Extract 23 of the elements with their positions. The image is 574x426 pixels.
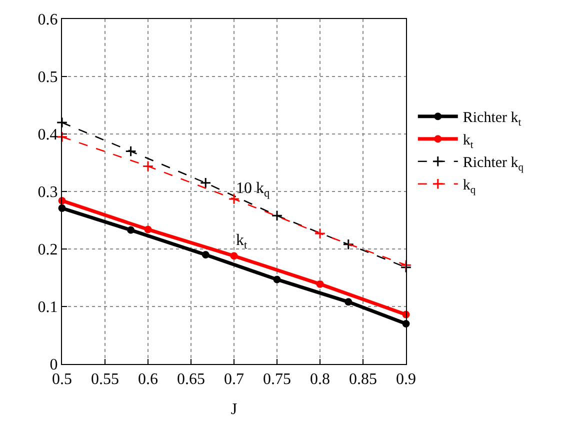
- x-tick-label: 0.75: [263, 371, 291, 388]
- y-tick-label: 0.4: [38, 126, 58, 144]
- y-tick-label: 0: [50, 356, 58, 374]
- legend-label: k$_{t}$: [462, 132, 474, 151]
- legend-label: Richter k$_{q}$: [462, 155, 524, 174]
- x-tick-label: 0.55: [91, 371, 119, 388]
- legend-label: Richter k$_{t}$: [462, 110, 522, 128]
- x-tick-label: 0.85: [349, 371, 377, 388]
- x-tick-label: 0.65: [177, 371, 205, 388]
- x-tick-label: 0.7: [224, 371, 244, 388]
- x-tick-label: 0.8: [310, 371, 330, 388]
- y-tick-label: 0.6: [38, 12, 58, 29]
- annotation: 10 k$_{q}$: [236, 180, 270, 200]
- annotation: k$_{t}$: [236, 232, 248, 252]
- x-axis-title: J: [230, 400, 238, 418]
- x-tick-label: 0.6: [138, 371, 158, 388]
- x-tick-label: 0.9: [396, 371, 416, 388]
- y-tick-label: 0.1: [38, 299, 58, 316]
- y-tick-label: 0.3: [38, 184, 58, 202]
- legend-label: k$_{q}$: [462, 178, 476, 196]
- y-tick-label: 0.5: [38, 69, 58, 86]
- y-tick-label: 0.2: [38, 242, 58, 259]
- x-tick-label: 0.5: [52, 371, 72, 388]
